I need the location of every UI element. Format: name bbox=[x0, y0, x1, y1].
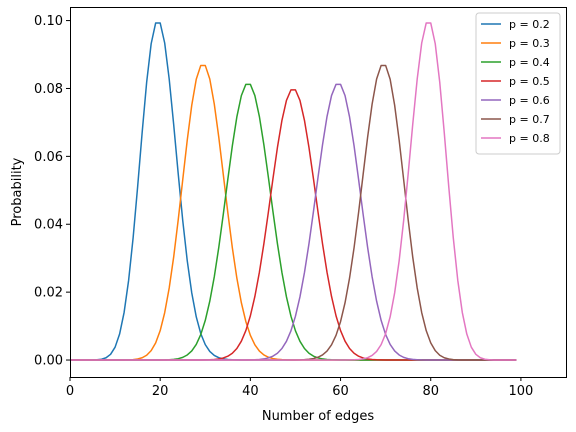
y-tick-label: 0.02 bbox=[34, 286, 63, 301]
series-line-7 bbox=[70, 22, 517, 361]
x-tick-label: 100 bbox=[508, 384, 533, 399]
x-axis-label: Number of edges bbox=[262, 409, 375, 424]
series-line-2 bbox=[70, 64, 517, 361]
legend-label: p = 0.6 bbox=[509, 94, 550, 107]
legend-label: p = 0.7 bbox=[509, 113, 550, 126]
series-line-6 bbox=[70, 64, 517, 361]
x-tick-label: 60 bbox=[332, 384, 349, 399]
legend-label: p = 0.2 bbox=[509, 18, 550, 31]
y-tick-label: 0.04 bbox=[34, 218, 63, 233]
x-axis: 0 20 40 60 80 100 bbox=[66, 377, 533, 399]
x-tick-label: 0 bbox=[66, 384, 74, 399]
legend-label: p = 0.4 bbox=[509, 56, 550, 69]
plot-frame bbox=[70, 7, 567, 378]
y-tick-label: 0.10 bbox=[34, 14, 63, 29]
legend-label: p = 0.5 bbox=[509, 75, 550, 88]
y-axis-label: Probability bbox=[10, 157, 25, 226]
y-tick-label: 0.06 bbox=[34, 150, 63, 165]
legend-label: p = 0.8 bbox=[509, 132, 550, 145]
x-tick-label: 20 bbox=[152, 384, 169, 399]
y-tick-label: 0.00 bbox=[34, 354, 63, 369]
legend-label: p = 0.3 bbox=[509, 37, 550, 50]
x-tick-label: 80 bbox=[422, 384, 439, 399]
x-tick-label: 40 bbox=[242, 384, 259, 399]
y-tick-label: 0.08 bbox=[34, 82, 63, 97]
plot-lines bbox=[70, 22, 517, 361]
series-line-3 bbox=[70, 83, 517, 361]
legend: p = 0.2 p = 0.3 p = 0.4 p = 0.5 p = 0.6 p = 0… bbox=[475, 12, 561, 155]
y-axis: 0.00 0.02 0.04 0.06 0.08 0.10 bbox=[34, 14, 70, 369]
series-line-5 bbox=[70, 83, 517, 361]
series-line-4 bbox=[70, 89, 517, 361]
